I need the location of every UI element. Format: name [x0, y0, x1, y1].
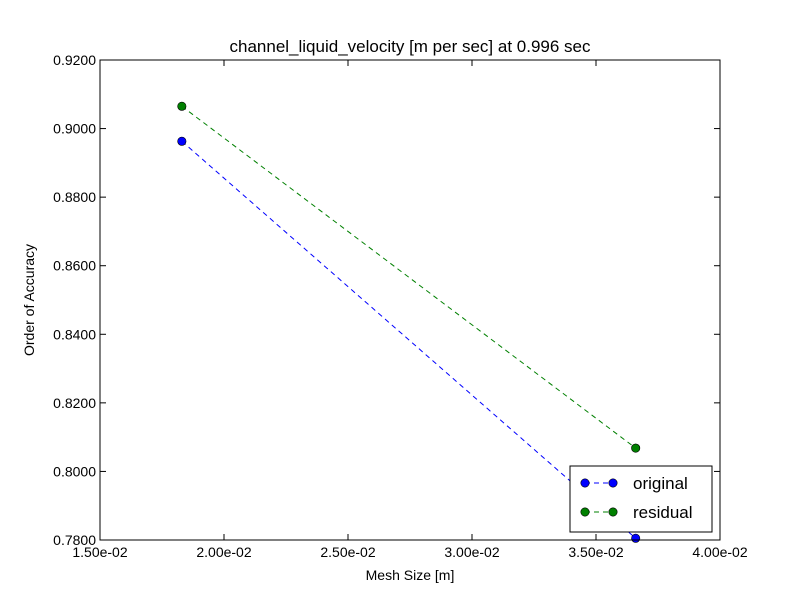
chart-title: channel_liquid_velocity [m per sec] at 0… — [230, 37, 591, 56]
y-tick-label: 0.8200 — [53, 395, 96, 411]
x-tick-label: 3.00e-02 — [444, 544, 499, 560]
x-axis-label: Mesh Size [m] — [366, 567, 455, 583]
y-axis: 0.7800 0.8000 0.8200 0.8400 0.8600 0.8800 0.90… — [53, 52, 720, 548]
legend: original residual — [569, 465, 713, 533]
y-tick-label: 0.9000 — [53, 121, 96, 137]
series-point-original — [177, 136, 187, 146]
legend-label-residual: residual — [633, 503, 693, 522]
series-point-residual — [631, 443, 641, 453]
series-line-original — [181, 140, 637, 539]
series-line-residual — [181, 105, 636, 449]
y-tick-label: 0.8800 — [53, 189, 96, 205]
x-tick-label: 4.00e-02 — [692, 544, 747, 560]
legend-label-original: original — [633, 474, 688, 493]
x-axis: 1.50e-02 2.00e-02 2.50e-02 3.00e-02 3.50e-02… — [72, 60, 748, 560]
legend-marker-original — [580, 478, 590, 488]
plot-frame — [99, 59, 721, 541]
y-tick-label: 0.8000 — [53, 463, 96, 479]
y-tick-label: 0.7800 — [53, 532, 96, 548]
legend-marker-original — [608, 478, 618, 488]
y-tick-label: 0.8600 — [53, 258, 96, 274]
x-tick-label: 3.50e-02 — [568, 544, 623, 560]
x-tick-label: 2.00e-02 — [196, 544, 251, 560]
legend-box — [569, 465, 713, 533]
y-tick-label: 0.8400 — [53, 326, 96, 342]
x-tick-label: 1.50e-02 — [72, 544, 127, 560]
series-point-original — [631, 533, 641, 543]
legend-marker-residual — [608, 507, 618, 517]
legend-marker-residual — [580, 507, 590, 517]
x-tick-label: 2.50e-02 — [320, 544, 375, 560]
y-axis-label: Order of Accuracy — [21, 244, 37, 356]
y-tick-label: 0.9200 — [53, 52, 96, 68]
series-point-residual — [177, 101, 187, 111]
